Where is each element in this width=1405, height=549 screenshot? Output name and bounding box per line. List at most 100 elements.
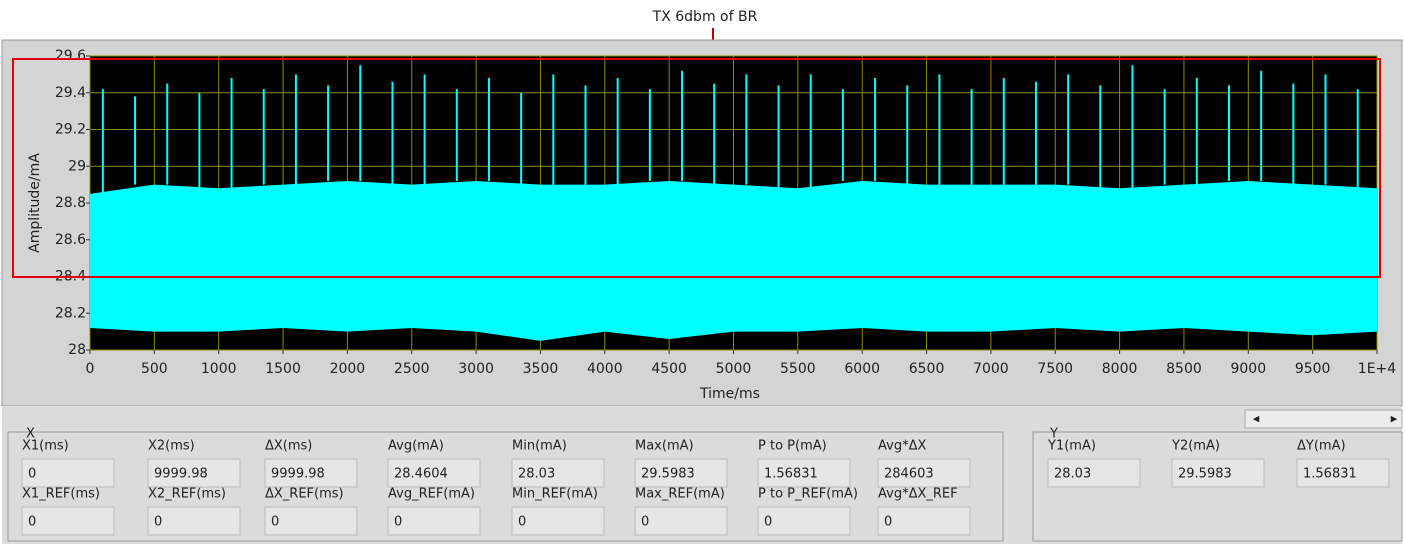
x-axis-label: Time/ms [699, 386, 760, 402]
field-label: Avg(mA) [388, 439, 444, 454]
x-tick-label: 1E+4 [1358, 361, 1396, 377]
y-cursor-frame [1032, 431, 1403, 542]
field-label: ΔY(mA) [1297, 439, 1346, 454]
field-value: 0 [154, 515, 162, 530]
x-tick-label: 2000 [330, 361, 366, 377]
field-label: X1(ms) [22, 439, 69, 454]
x-tick-label: 3000 [458, 361, 494, 377]
field-box [387, 458, 481, 488]
field-box [1047, 458, 1141, 488]
x-cursor-frame [7, 431, 1004, 542]
x-tick-label: 5500 [780, 361, 816, 377]
field-label: ΔX_REF(ms) [265, 487, 344, 502]
field-value: 9999.98 [154, 467, 208, 482]
field-label: X2(ms) [148, 439, 195, 454]
field-value: 1.56831 [764, 467, 818, 482]
y-tick-label: 28.8 [55, 195, 86, 211]
field-box [757, 458, 851, 488]
x-tick-label: 0 [86, 361, 95, 377]
field-box [634, 458, 728, 488]
scrollbar[interactable] [1244, 409, 1403, 429]
field-value: 28.4604 [394, 467, 448, 482]
field-label: Y2(mA) [1171, 439, 1220, 454]
x-tick-label: 1000 [201, 361, 237, 377]
field-value: 284603 [884, 467, 934, 482]
field-value: 0 [28, 467, 36, 482]
y-frame-title: Y [1049, 427, 1058, 442]
y-tick-label: 28 [68, 342, 86, 358]
field-label: Min(mA) [512, 439, 567, 454]
x-tick-label: 6500 [909, 361, 945, 377]
scroll-right[interactable]: ▸ [1391, 412, 1398, 427]
field-label: Avg_REF(mA) [388, 487, 475, 502]
y-tick-label: 29.4 [55, 85, 86, 101]
field-label: Y1(mA) [1047, 439, 1096, 454]
field-box [264, 458, 358, 488]
field-box [511, 458, 605, 488]
field-label: Max(mA) [635, 439, 694, 454]
field-box [877, 458, 971, 488]
fields: X1(ms) 0 X2(ms) 9999.98 ΔX(ms) 9999.98 Avg(mA)… [21, 439, 1390, 536]
x-tick-label: 1500 [265, 361, 301, 377]
field-value: 0 [884, 515, 892, 530]
field-label: Max_REF(mA) [635, 487, 725, 502]
x-tick-label: 5000 [716, 361, 752, 377]
plot [89, 55, 1378, 351]
field-value: 9999.98 [271, 467, 325, 482]
field-value: 28.03 [1054, 467, 1091, 482]
field-label: X1_REF(ms) [22, 487, 100, 502]
field-box [147, 506, 241, 536]
field-box [387, 506, 481, 536]
field-label: Avg*ΔX_REF [878, 487, 958, 502]
x-frame-title: X [26, 427, 35, 442]
field-value: 0 [28, 515, 36, 530]
y-axis-label: Amplitude/mA [27, 153, 43, 253]
field-label: ΔX(ms) [265, 439, 312, 454]
field-value: 0 [764, 515, 772, 530]
field-label: Avg*ΔX [878, 439, 926, 454]
y-tick-label: 29.2 [55, 122, 86, 138]
field-value: 0 [518, 515, 526, 530]
field-value: 0 [641, 515, 649, 530]
field-value: 29.5983 [641, 467, 695, 482]
y-tick-label: 28.2 [55, 305, 86, 321]
x-tick-label: 9500 [1295, 361, 1331, 377]
annotation: TX 6dbm of BR [652, 9, 758, 25]
x-tick-label: 7000 [973, 361, 1009, 377]
field-box [1296, 458, 1390, 488]
field-box [634, 506, 728, 536]
x-tick-label: 8500 [1166, 361, 1202, 377]
field-value: 29.5983 [1178, 467, 1232, 482]
x-tick-label: 500 [141, 361, 168, 377]
field-value: 0 [271, 515, 279, 530]
x-tick-label: 3500 [523, 361, 559, 377]
field-label: P to P_REF(mA) [758, 487, 858, 502]
scroll-left[interactable]: ◂ [1253, 412, 1260, 427]
field-box [1171, 458, 1265, 488]
field-box [147, 458, 241, 488]
field-box [264, 506, 358, 536]
x-tick-label: 9000 [1230, 361, 1266, 377]
field-value: 1.56831 [1303, 467, 1357, 482]
x-tick-label: 7500 [1037, 361, 1073, 377]
field-label: X2_REF(ms) [148, 487, 226, 502]
x-tick-label: 8000 [1102, 361, 1138, 377]
field-box [757, 506, 851, 536]
field-box [511, 506, 605, 536]
y-tick-label: 28.6 [55, 232, 86, 248]
highlight-box [12, 58, 1381, 278]
field-box [21, 506, 115, 536]
field-value: 0 [394, 515, 402, 530]
y-tick-label: 29.6 [55, 48, 86, 64]
x-tick-label: 4500 [651, 361, 687, 377]
x-tick-label: 6000 [844, 361, 880, 377]
field-value: 28.03 [518, 467, 555, 482]
x-tick-label: 2500 [394, 361, 430, 377]
field-box [877, 506, 971, 536]
y-tick-label: 29 [68, 158, 86, 174]
field-label: P to P(mA) [758, 439, 827, 454]
x-tick-label: 4000 [587, 361, 623, 377]
